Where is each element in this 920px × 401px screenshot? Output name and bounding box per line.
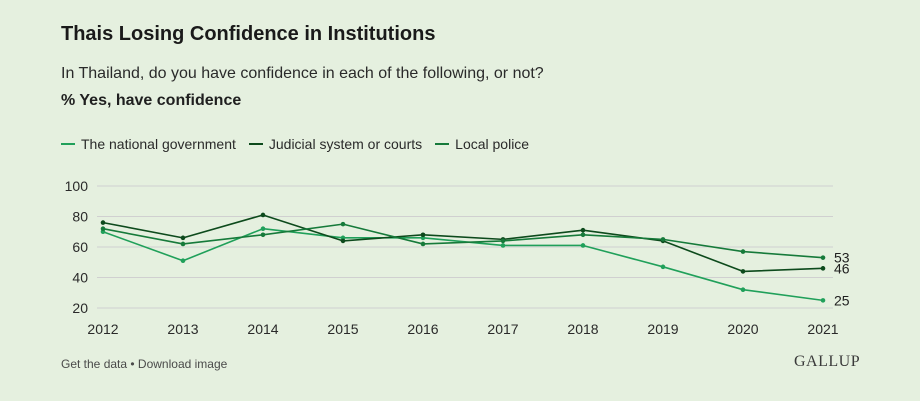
x-tick-label-2020: 2020 (727, 321, 758, 337)
y-tick-label-20: 20 (72, 300, 88, 316)
get-data-link[interactable]: Get the data (61, 357, 128, 371)
series-line-national-government (102, 227, 824, 302)
legend-label-national-government: The national government (81, 136, 236, 152)
legend-label-judicial: Judicial system or courts (268, 136, 423, 152)
x-tick-label-2018: 2018 (567, 321, 598, 337)
legend-item-judicial: Judicial system or courts (248, 136, 423, 152)
data-point-police-2019 (660, 237, 666, 242)
end-label-judicial: 46 (834, 260, 850, 276)
chart-subtitle: In Thailand, do you have confidence in e… (61, 65, 544, 82)
data-point-national-government-2014 (260, 226, 266, 231)
data-point-police-2016 (420, 241, 426, 247)
x-tick-label-2016: 2016 (407, 321, 438, 337)
data-point-police-2018 (580, 232, 586, 238)
series-line-judicial (102, 214, 824, 273)
end-label-national-government: 25 (834, 292, 850, 308)
footer-separator: • (127, 357, 138, 371)
data-point-national-government-2018 (580, 243, 586, 248)
data-point-police-2021 (820, 255, 826, 260)
data-point-judicial-2018 (580, 227, 586, 233)
data-point-judicial-2012 (100, 220, 106, 225)
chart-measure-label: % Yes, have confidence (61, 92, 242, 109)
x-tick-label-2013: 2013 (167, 321, 198, 337)
x-tick-label-2015: 2015 (327, 321, 358, 337)
data-point-national-government-2020 (740, 287, 746, 293)
chart-legend: The national government Judicial system … (61, 136, 542, 152)
data-point-national-government-2017 (500, 243, 506, 248)
legend-label-police: Local police (455, 136, 530, 152)
x-tick-label-2014: 2014 (247, 321, 278, 337)
footer-links: Get the data • Download image (61, 357, 227, 371)
data-point-national-government-2021 (820, 298, 826, 303)
data-point-police-2012 (100, 226, 106, 231)
y-tick-label-100: 100 (65, 178, 89, 194)
data-point-judicial-2014 (260, 212, 266, 218)
legend-swatch-police (435, 143, 450, 145)
x-tick-label-2021: 2021 (807, 321, 838, 337)
data-point-judicial-2021 (820, 266, 826, 271)
x-tick-label-2012: 2012 (87, 321, 118, 337)
chart-title: Thais Losing Confidence in Institutions (61, 23, 436, 45)
data-point-judicial-2020 (740, 269, 746, 274)
data-point-police-2020 (740, 249, 746, 254)
end-label-police: 53 (834, 250, 850, 266)
legend-swatch-national-government (61, 143, 75, 145)
data-point-judicial-2013 (180, 235, 186, 241)
data-point-national-government-2013 (180, 258, 186, 264)
data-point-police-2013 (180, 241, 186, 247)
download-image-link[interactable]: Download image (137, 357, 228, 371)
legend-item-police: Local police (435, 136, 529, 152)
y-tick-label-60: 60 (72, 239, 88, 255)
x-tick-label-2019: 2019 (647, 321, 678, 337)
data-point-police-2015 (340, 221, 346, 227)
data-point-national-government-2019 (660, 264, 666, 270)
legend-swatch-judicial (248, 143, 263, 145)
y-tick-label-80: 80 (72, 209, 88, 225)
series-line-police (102, 223, 824, 259)
data-point-judicial-2016 (420, 232, 426, 238)
data-point-judicial-2015 (340, 238, 346, 244)
y-tick-label-40: 40 (72, 270, 88, 286)
gallup-logo: GALLUP (794, 353, 861, 370)
data-point-police-2014 (260, 232, 266, 238)
x-tick-label-2017: 2017 (487, 321, 518, 337)
data-point-police-2017 (500, 238, 506, 244)
legend-item-national-government: The national government (61, 136, 236, 152)
